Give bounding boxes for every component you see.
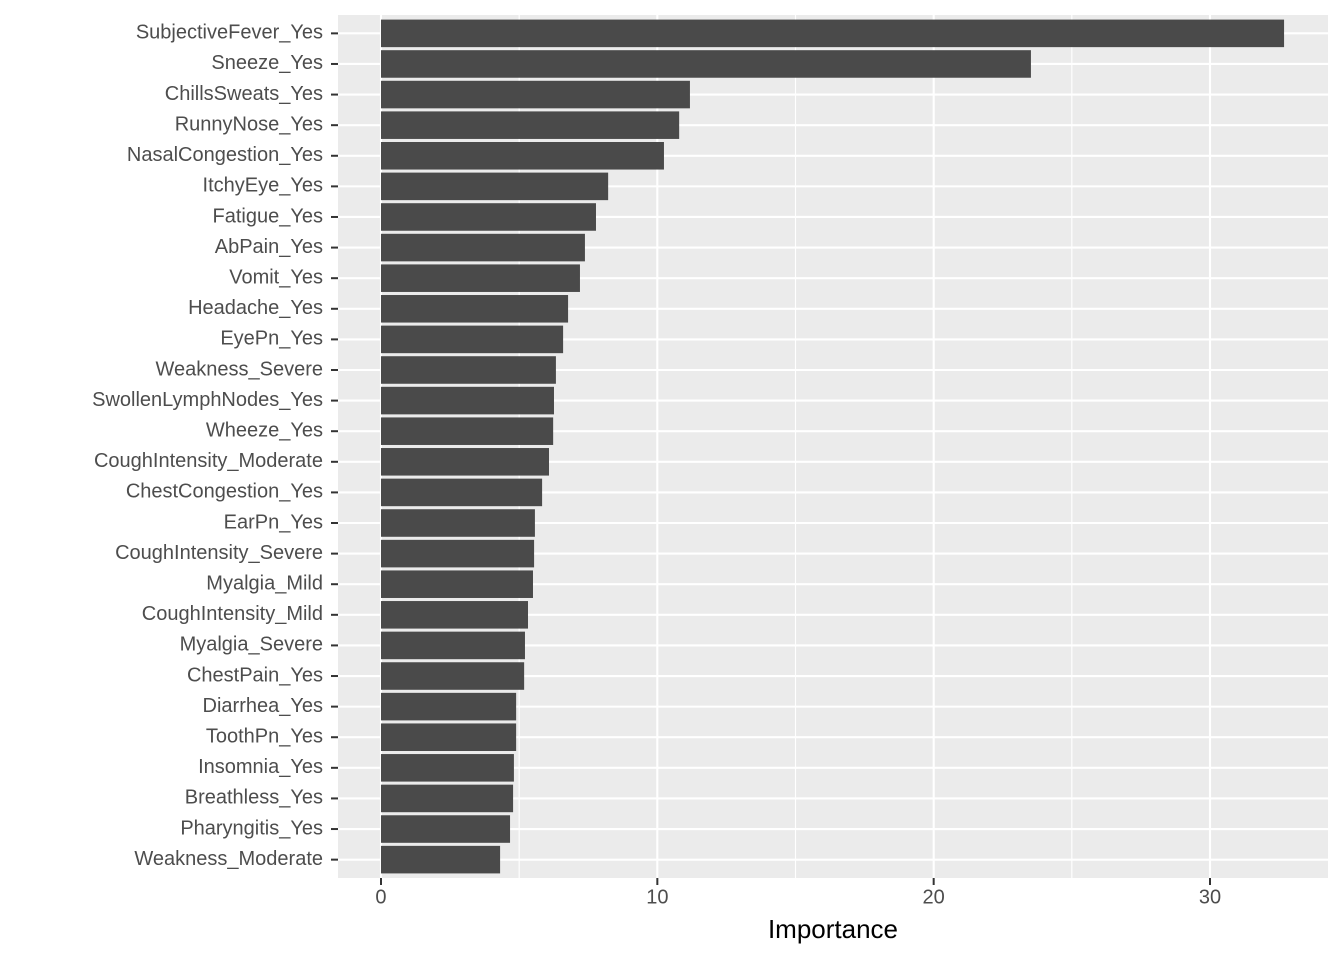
bar — [380, 631, 525, 660]
y-tick-label: Myalgia_Severe — [180, 634, 323, 656]
y-tick-label: Vomit_Yes — [229, 266, 323, 288]
y-tick-label: Insomnia_Yes — [198, 756, 323, 778]
bar — [380, 509, 535, 537]
y-tick-label: Diarrhea_Yes — [203, 695, 323, 717]
y-tick-label: ChestPain_Yes — [187, 664, 323, 686]
x-tick-label: 20 — [923, 886, 945, 908]
bar — [380, 233, 585, 262]
y-tick-label: RunnyNose_Yes — [175, 113, 323, 135]
y-tick-label: ChestCongestion_Yes — [126, 481, 323, 503]
bar — [380, 19, 1285, 48]
y-tick-label: Wheeze_Yes — [206, 419, 323, 441]
y-tick-label: SubjectiveFever_Yes — [136, 22, 323, 44]
y-tick-label: SwollenLymphNodes_Yes — [92, 389, 323, 411]
bar — [380, 111, 680, 139]
y-tick-label: EarPn_Yes — [224, 511, 323, 533]
y-tick-label: NasalCongestion_Yes — [127, 144, 323, 166]
bar — [380, 356, 556, 384]
bar — [380, 203, 596, 231]
y-tick-label: Myalgia_Mild — [206, 572, 323, 594]
bar — [380, 784, 514, 813]
bar — [380, 570, 533, 598]
y-tick-label: Pharyngitis_Yes — [180, 817, 323, 839]
y-tick-label: Fatigue_Yes — [213, 205, 323, 227]
bar — [380, 539, 535, 568]
bar — [380, 815, 511, 843]
y-tick-label: ToothPn_Yes — [206, 726, 323, 748]
bar — [380, 142, 664, 170]
y-tick-label: ItchyEye_Yes — [203, 175, 323, 197]
y-tick-label: Breathless_Yes — [185, 787, 323, 809]
y-tick-label: EyePn_Yes — [220, 328, 323, 350]
bar — [380, 448, 550, 476]
bar — [380, 50, 1031, 78]
bar — [380, 601, 529, 629]
bar — [380, 264, 580, 292]
bar — [380, 295, 569, 323]
bar — [380, 754, 514, 782]
labels: 0 10 20 30 SubjectiveFever_Yes Sneeze_Yes Chil… — [92, 22, 1221, 909]
bars — [380, 19, 1285, 874]
bar — [380, 692, 517, 721]
y-tick-label: CoughIntensity_Moderate — [94, 450, 323, 472]
bar — [380, 172, 609, 201]
x-tick-label: 30 — [1199, 886, 1221, 908]
y-tick-label: Headache_Yes — [188, 297, 323, 319]
bar — [380, 845, 501, 874]
bar — [380, 386, 554, 415]
bar — [380, 80, 690, 109]
y-tick-label: ChillsSweats_Yes — [165, 83, 323, 105]
y-tick-label: CoughIntensity_Severe — [115, 542, 323, 564]
y-tick-label: Weakness_Moderate — [134, 848, 323, 870]
y-tick-label: Weakness_Severe — [156, 358, 324, 380]
x-axis-title: Importance — [768, 914, 898, 944]
bar — [380, 662, 525, 690]
x-tick-label: 10 — [646, 886, 668, 908]
y-tick-label: Sneeze_Yes — [211, 52, 323, 74]
bar — [380, 723, 517, 751]
bar — [380, 478, 543, 507]
bar — [380, 417, 554, 445]
y-tick-label: AbPain_Yes — [215, 236, 323, 258]
bar — [380, 325, 564, 354]
x-tick-label: 0 — [375, 886, 386, 908]
y-tick-label: CoughIntensity_Mild — [142, 603, 323, 625]
